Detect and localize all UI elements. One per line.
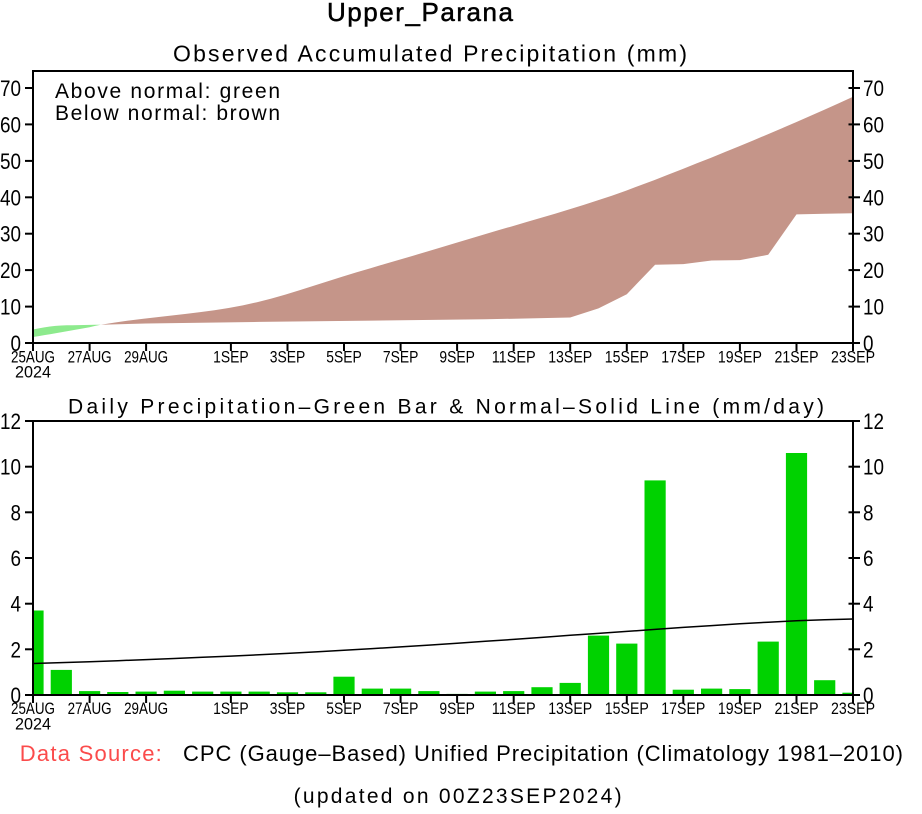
svg-text:30: 30 [0,222,21,247]
svg-text:11SEP: 11SEP [492,699,536,718]
svg-text:3SEP: 3SEP [270,348,306,367]
svg-text:1SEP: 1SEP [213,348,249,367]
svg-text:19SEP: 19SEP [718,348,762,367]
svg-text:3SEP: 3SEP [270,699,306,718]
svg-text:40: 40 [863,185,884,210]
svg-text:7SEP: 7SEP [383,699,419,718]
svg-text:29AUG: 29AUG [124,699,168,718]
svg-text:Below normal: brown: Below normal: brown [55,102,280,125]
svg-text:9SEP: 9SEP [439,699,475,718]
svg-text:50: 50 [863,149,884,174]
svg-text:25AUG: 25AUG [11,699,55,718]
svg-text:4: 4 [11,592,22,617]
svg-text:70: 70 [863,76,884,101]
svg-text:17SEP: 17SEP [661,699,705,718]
svg-text:17SEP: 17SEP [661,348,705,367]
svg-text:11SEP: 11SEP [492,348,536,367]
svg-text:10: 10 [0,455,21,480]
svg-text:25AUG: 25AUG [11,348,55,367]
svg-text:20: 20 [0,258,21,283]
svg-text:10: 10 [863,295,884,320]
svg-text:23SEP: 23SEP [831,348,875,367]
svg-text:70: 70 [0,76,21,101]
svg-text:0: 0 [11,331,22,356]
svg-text:0: 0 [863,683,874,708]
svg-text:Observed Accumulated Precipi: Observed Accumulated Precipitation (mm) [173,41,687,67]
svg-text:Above normal: green: Above normal: green [55,80,280,103]
svg-text:Data Source:: Data Source: [20,741,162,766]
svg-text:13SEP: 13SEP [548,348,592,367]
svg-text:5SEP: 5SEP [326,699,362,718]
svg-text:7SEP: 7SEP [383,348,419,367]
svg-text:0: 0 [863,331,874,356]
svg-text:0: 0 [11,683,22,708]
svg-text:2: 2 [863,637,874,662]
svg-text:13SEP: 13SEP [548,699,592,718]
svg-text:21SEP: 21SEP [775,699,819,718]
svg-text:10: 10 [863,455,884,480]
svg-text:15SEP: 15SEP [605,699,649,718]
svg-text:(updated on 00Z23SEP2024): (updated on 00Z23SEP2024) [294,785,622,808]
svg-text:23SEP: 23SEP [831,699,875,718]
svg-text:29AUG: 29AUG [124,348,168,367]
svg-text:CPC (Gauge–Based) Unified Prec: CPC (Gauge–Based) Unified Precipitation … [183,741,903,766]
svg-text:30: 30 [863,222,884,247]
svg-text:2024: 2024 [15,363,51,382]
svg-text:27AUG: 27AUG [68,699,112,718]
svg-text:10: 10 [0,295,21,320]
svg-text:12: 12 [863,409,884,434]
svg-text:9SEP: 9SEP [439,348,475,367]
svg-text:8: 8 [11,500,22,525]
svg-text:6: 6 [11,546,22,571]
svg-text:60: 60 [0,112,21,137]
svg-text:40: 40 [0,185,21,210]
svg-text:12: 12 [0,409,21,434]
svg-text:6: 6 [863,546,874,571]
svg-text:4: 4 [863,592,874,617]
svg-text:20: 20 [863,258,884,283]
svg-text:8: 8 [863,500,874,525]
svg-text:21SEP: 21SEP [775,348,819,367]
svg-text:19SEP: 19SEP [718,699,762,718]
svg-text:60: 60 [863,112,884,137]
svg-text:5SEP: 5SEP [326,348,362,367]
svg-text:1SEP: 1SEP [213,699,249,718]
svg-text:15SEP: 15SEP [605,348,649,367]
svg-text:50: 50 [0,149,21,174]
svg-text:27AUG: 27AUG [68,348,112,367]
svg-text:2024: 2024 [15,715,51,734]
svg-text:2: 2 [11,637,22,662]
